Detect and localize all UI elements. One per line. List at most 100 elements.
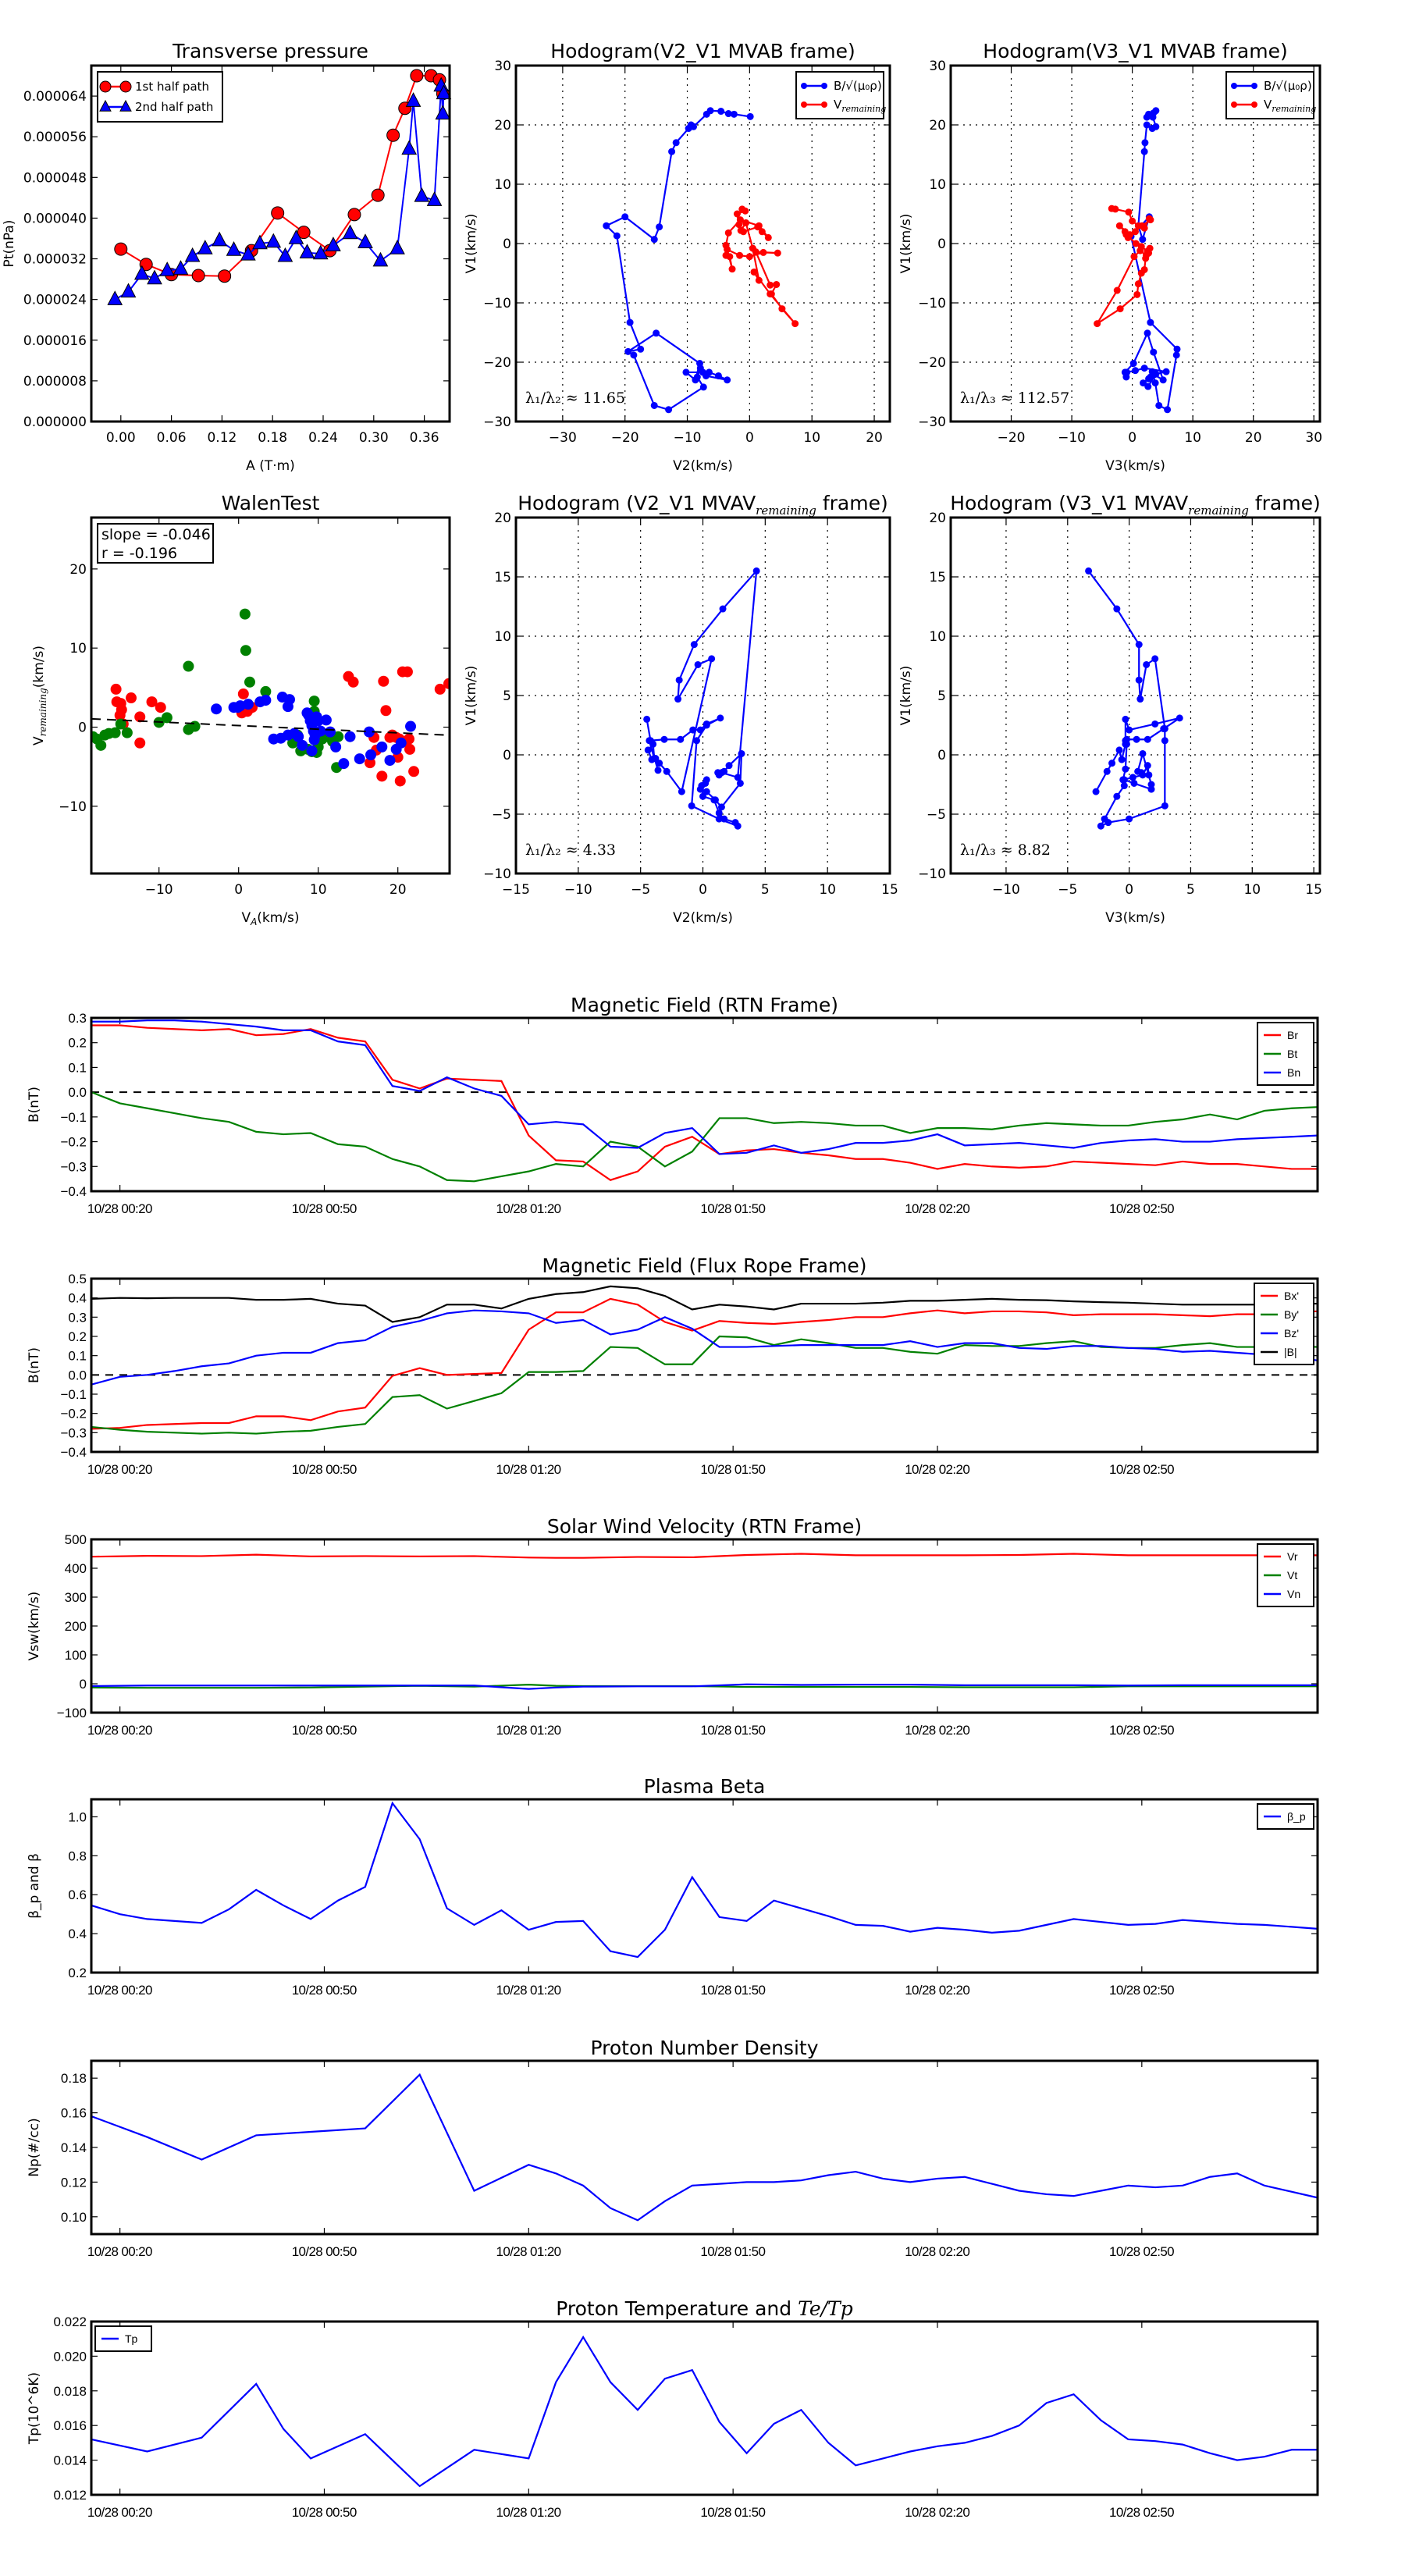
y-tick-label: 0.3 [68,1310,87,1325]
legend-label: Bx' [1284,1290,1299,1302]
plot-frame [90,1538,1319,1714]
y-tick-label: 0.16 [61,2106,87,2121]
data-point [1139,771,1147,779]
data-point [1231,101,1237,108]
data-point [260,695,272,706]
data-point [95,739,107,751]
chart-title: Transverse pressure [172,40,368,62]
data-point [736,216,744,224]
x-tick-label: 10/28 02:50 [1109,2244,1175,2259]
data-point [685,125,692,133]
data-point [742,219,750,226]
data-point [1160,725,1168,733]
data-point-triangle [401,140,417,155]
x-tick-label: 0.00 [106,430,136,446]
legend: B/√(μ₀ρ) Vremaining [1225,71,1316,119]
data-point [650,236,658,244]
data-point [365,757,375,769]
legend: Br Bt Bn [1257,1022,1314,1086]
legend-label: Vremaining [1264,98,1316,114]
x-tick-label: 10/28 02:50 [1109,2505,1175,2520]
data-point [1139,236,1147,244]
x-tick-label: −5 [1058,882,1077,898]
plot-frame [949,64,1321,423]
data-point [728,265,736,273]
chart-proton-temperature: Proton Temperature and Te/Tp 10/28 00:20 1… [27,2297,1319,2520]
data-point-triangle [197,240,213,254]
chart-hodogram-v2v1-mvav: Hodogram (V2_V1 MVAVremaining frame)−15−… [464,492,898,926]
data-point [405,720,417,732]
data-point-triangle [299,244,315,258]
data-point [1140,379,1147,387]
x-tick-label: −20 [998,430,1026,446]
data-point [690,641,698,649]
data-point [656,223,663,231]
data-point [1231,83,1237,89]
data-point [702,110,710,118]
data-point [443,678,450,689]
data-point [746,112,754,120]
data-point [1132,228,1139,236]
legend-item: Tp [101,2332,138,2345]
data-point [325,726,336,738]
chart-title: Hodogram(V3_V1 MVAB frame) [983,40,1287,62]
y-tick-label: −10 [918,866,946,882]
data-point [1149,113,1157,121]
legend: Vr Vt Vn [1257,1543,1314,1607]
y-tick-label: 0.020 [53,2349,87,2364]
x-tick-label: 10/28 02:20 [905,2244,970,2259]
data-point [1132,367,1139,375]
series-line-vr [91,1553,1318,1559]
data-point [693,373,701,381]
legend-box [1225,71,1314,119]
data-point [1125,208,1133,216]
plot-frame [90,2320,1319,2496]
y-tick-label: 30 [494,59,511,74]
x-tick-label: 10 [1184,430,1201,446]
legend-item: Bx' [1261,1290,1299,1302]
y-tick-label: 200 [65,1619,87,1634]
legend-item: Vr [1264,1550,1298,1563]
data-point [155,702,166,713]
y-tick-label: 400 [65,1561,87,1576]
y-tick-label: 15 [494,570,511,585]
data-point-triangle [252,234,268,250]
legend-label: Vremaining [834,98,886,114]
x-tick-label: −20 [611,430,639,446]
data-point [668,148,676,155]
y-tick-label: 0.014 [53,2453,87,2468]
data-point [378,675,389,687]
data-point [1146,244,1154,252]
y-axis-label: V1(km/s) [464,214,479,274]
x-tick-label: 10/28 01:20 [496,1723,562,1738]
data-point [1113,605,1121,613]
x-tick-label: 0.12 [207,430,237,446]
data-point [678,788,685,795]
data-point [672,139,680,147]
data-point [330,741,342,753]
data-point [1147,781,1155,788]
y-tick-label: 5 [937,688,946,704]
data-point [1159,376,1167,384]
data-point [801,101,807,108]
y-tick-label: −5 [927,807,946,823]
legend-box [1257,1022,1314,1086]
x-tick-label: 10/28 00:50 [292,2244,357,2259]
x-tick-label: 5 [1186,882,1195,898]
y-tick-label: 10 [494,177,511,193]
data-point [1148,125,1156,133]
y-tick-label: −0.1 [60,1387,87,1402]
data-point [283,694,295,706]
data-point [312,715,324,727]
data-point [637,345,645,353]
x-tick-label: 0.06 [157,430,187,446]
fit-line [91,717,450,736]
x-tick-label: 10/28 00:50 [292,1462,357,1477]
chart-title: WalenTest [222,492,320,514]
stats-box-frame [97,523,214,564]
data-point [1176,714,1183,722]
chart-title: Hodogram (V3_V1 MVAVremaining frame) [950,492,1321,518]
x-tick-label: 10 [1243,882,1261,898]
x-tick-label: 5 [761,882,770,898]
data-point-triangle [277,247,293,262]
